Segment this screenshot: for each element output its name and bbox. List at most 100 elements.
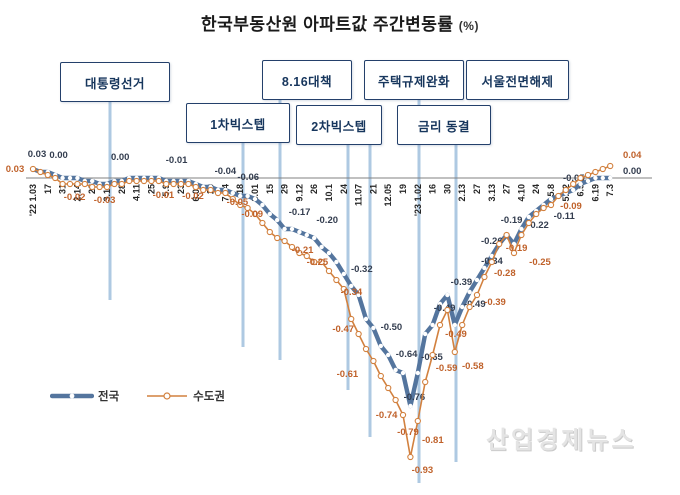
data-point-marker	[473, 291, 481, 299]
data-point-marker	[526, 214, 531, 220]
data-point-marker	[200, 186, 207, 194]
data-point-marker	[289, 226, 295, 232]
data-point-marker	[600, 175, 605, 181]
x-tick-label: 24	[531, 184, 541, 194]
data-point-marker	[281, 237, 288, 245]
event-box-housing-deregulation: 주택규제완화	[364, 60, 464, 100]
data-point-marker	[244, 204, 251, 212]
data-point-marker	[340, 285, 347, 293]
data-point-marker	[386, 352, 391, 358]
x-tick-label: 3.14	[102, 184, 112, 202]
data-point-label: -0.21	[292, 245, 314, 256]
data-point-marker	[481, 273, 488, 281]
data-point-marker	[592, 168, 599, 176]
data-point-marker	[451, 348, 458, 356]
data-point-marker	[237, 201, 244, 209]
legend-item-nationwide: 전국	[50, 388, 119, 404]
data-point-marker	[518, 231, 525, 239]
data-point-marker	[362, 345, 370, 353]
data-point-marker	[429, 351, 436, 359]
data-point-marker	[303, 252, 310, 260]
data-point-label: -0.39	[484, 297, 506, 308]
data-point-label: -0.76	[404, 392, 426, 403]
x-tick-label: 29	[280, 184, 290, 194]
data-point-marker	[356, 292, 361, 298]
x-tick-label: 3.13	[487, 184, 497, 202]
data-point-label: 0.03	[28, 149, 47, 160]
data-point-label: -0.22	[527, 220, 549, 231]
data-point-label: -0.25	[529, 257, 551, 268]
data-point-marker	[311, 258, 318, 266]
data-point-marker	[584, 171, 592, 179]
data-point-marker	[467, 289, 472, 295]
data-point-marker	[207, 186, 214, 194]
data-point-marker	[59, 180, 66, 188]
data-point-label: -0.05	[227, 197, 249, 208]
data-point-marker	[525, 219, 532, 227]
data-point-marker	[29, 165, 37, 173]
data-point-label: -0.47	[332, 324, 354, 335]
x-tick-label: 26	[309, 184, 319, 194]
data-point-marker	[67, 175, 73, 181]
data-point-marker	[259, 219, 266, 227]
data-point-marker	[562, 186, 569, 194]
event-box-second-big-step: 2차빅스텝	[296, 105, 382, 145]
data-point-marker	[96, 183, 103, 191]
x-tick-label: 17	[43, 184, 53, 194]
data-point-marker	[355, 330, 362, 338]
data-point-marker	[415, 370, 420, 376]
data-point-marker	[577, 174, 584, 182]
event-box-aug16-measure: 8.16대책	[262, 60, 352, 100]
data-point-marker	[325, 267, 333, 275]
data-point-label: -0.01	[153, 190, 175, 201]
data-point-marker	[555, 192, 562, 200]
data-point-marker	[547, 201, 555, 209]
data-point-label: 0.03	[6, 164, 25, 175]
data-point-marker	[288, 243, 296, 251]
data-point-marker	[608, 175, 613, 181]
data-point-marker	[496, 240, 503, 248]
data-point-marker	[133, 177, 140, 185]
data-point-label: -0.49	[434, 303, 456, 314]
x-tick-label: 4.10	[516, 184, 526, 202]
chart-title: 한국부동산원 아파트값 주간변동률 (%)	[0, 10, 680, 35]
x-tick-label: 8.01	[250, 184, 260, 202]
data-point-marker	[155, 177, 162, 185]
data-point-label: 0.04	[623, 150, 642, 161]
data-point-marker	[489, 253, 494, 259]
data-point-marker	[185, 180, 192, 188]
data-point-label: -0.25	[307, 257, 329, 268]
data-point-marker	[89, 183, 96, 191]
x-tick-label: 25	[146, 184, 156, 194]
data-point-marker	[393, 367, 398, 373]
data-point-marker	[578, 181, 583, 187]
data-point-marker	[444, 306, 451, 314]
data-point-label: -0.11	[554, 211, 576, 222]
data-point-marker	[238, 193, 243, 199]
data-point-marker	[430, 322, 435, 328]
x-tick-label: 12.05	[383, 184, 393, 207]
data-point-marker	[148, 177, 155, 185]
series-line-metro	[32, 165, 612, 458]
data-point-marker	[607, 162, 614, 170]
data-point-marker	[170, 180, 177, 188]
x-tick-label: 5.9	[161, 184, 171, 197]
x-tick-label: 16	[428, 184, 438, 194]
data-point-label: -0.79	[397, 427, 419, 438]
data-point-label: -0.50	[381, 322, 403, 333]
data-point-marker	[466, 303, 473, 311]
data-point-label: -0.61	[337, 369, 359, 380]
chart-title-unit: (%)	[458, 19, 479, 33]
watermark: 산업경제뉴스	[486, 427, 637, 454]
data-point-marker	[245, 193, 250, 199]
data-point-marker	[445, 292, 450, 298]
data-point-marker	[474, 277, 480, 283]
data-point-label: -0.39	[451, 277, 473, 288]
data-point-marker	[437, 301, 443, 307]
data-point-label: -0.01	[166, 155, 188, 166]
data-point-marker	[66, 180, 74, 188]
data-point-marker	[60, 175, 65, 181]
data-point-label: -0.02	[64, 192, 86, 203]
legend: 전국 수도권	[50, 388, 225, 404]
